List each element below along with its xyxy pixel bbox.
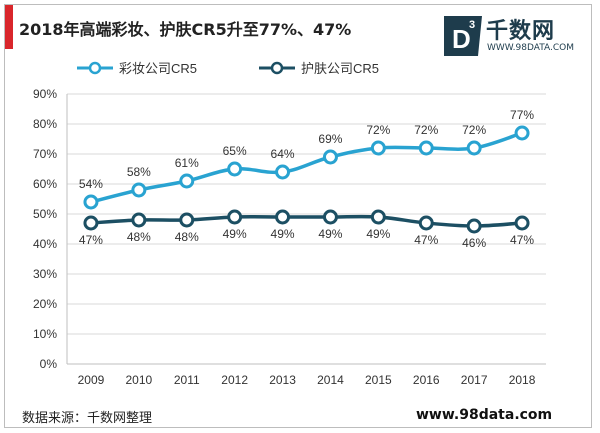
data-label: 64% xyxy=(271,147,295,161)
data-point xyxy=(179,173,195,189)
x-tick-label: 2016 xyxy=(413,373,440,387)
data-point xyxy=(131,212,147,228)
brand-logo-icon: D 3 xyxy=(444,16,482,56)
y-tick-label: 10% xyxy=(33,327,57,341)
y-tick-label: 50% xyxy=(33,207,57,221)
brand-url: WWW.98DATA.COM xyxy=(487,43,574,53)
x-tick-label: 2013 xyxy=(269,373,296,387)
legend: 彩妆公司CR5 护肤公司CR5 xyxy=(77,61,379,76)
data-point xyxy=(514,215,530,231)
y-tick-label: 30% xyxy=(33,267,57,281)
data-point xyxy=(179,212,195,228)
y-tick-label: 90% xyxy=(33,87,57,101)
data-point xyxy=(466,140,482,156)
data-label: 49% xyxy=(223,227,247,241)
y-tick-label: 0% xyxy=(40,357,58,371)
data-point xyxy=(83,194,99,210)
data-label: 77% xyxy=(510,108,534,122)
data-point xyxy=(418,140,434,156)
x-tick-label: 2018 xyxy=(509,373,536,387)
data-label: 72% xyxy=(414,123,438,137)
series-layer: 54% 58% 61% 65% 64% 69% 72% 72% 72% 77% 47% 48% 48% 4… xyxy=(79,108,534,250)
x-tick-label: 2011 xyxy=(174,373,200,387)
data-label: 49% xyxy=(366,227,390,241)
data-point xyxy=(322,149,338,165)
data-point xyxy=(275,164,291,180)
legend-swatch-marker xyxy=(88,61,102,75)
data-label: 65% xyxy=(223,144,247,158)
x-tick-label: 2012 xyxy=(221,373,248,387)
data-label: 72% xyxy=(366,123,390,137)
svg-text:D: D xyxy=(452,24,471,54)
data-label: 61% xyxy=(175,156,199,170)
legend-label: 彩妆公司CR5 xyxy=(119,61,197,76)
data-point xyxy=(370,209,386,225)
data-label: 69% xyxy=(318,132,342,146)
data-label: 47% xyxy=(414,233,438,247)
data-point xyxy=(275,209,291,225)
data-point xyxy=(322,209,338,225)
page-title: 2018年高端彩妆、护肤CR5升至77%、47% xyxy=(19,20,352,39)
data-label: 49% xyxy=(318,227,342,241)
data-source: 数据来源：千数网整理 xyxy=(22,411,153,426)
x-axis: 2009 2010 2011 2012 2013 2014 2015 2016 2017 2018 xyxy=(67,363,546,387)
x-tick-label: 2009 xyxy=(78,373,105,387)
title-accent-bar xyxy=(5,5,13,49)
chart-frame xyxy=(4,4,592,428)
x-tick-label: 2010 xyxy=(125,373,152,387)
series-line xyxy=(90,214,523,228)
x-tick-label: 2017 xyxy=(461,373,488,387)
data-label: 48% xyxy=(127,230,151,244)
brand-name: 千数网 xyxy=(486,19,556,44)
data-label: 58% xyxy=(127,165,151,179)
x-tick-label: 2015 xyxy=(365,373,392,387)
data-label: 49% xyxy=(271,227,295,241)
y-tick-label: 60% xyxy=(33,177,57,191)
data-point xyxy=(227,209,243,225)
series-line xyxy=(90,131,523,204)
data-label: 47% xyxy=(510,233,534,247)
legend-swatch-marker xyxy=(270,61,284,75)
data-point xyxy=(131,182,147,198)
legend-label: 护肤公司CR5 xyxy=(301,61,379,76)
data-label: 72% xyxy=(462,123,486,137)
data-label: 48% xyxy=(175,230,199,244)
data-point xyxy=(418,215,434,231)
data-point xyxy=(83,215,99,231)
data-label: 46% xyxy=(462,236,486,250)
website-url: www.98data.com xyxy=(416,407,553,423)
data-label: 47% xyxy=(79,233,103,247)
data-point xyxy=(227,161,243,177)
x-tick-label: 2014 xyxy=(317,373,344,387)
y-axis: 0% 10% 20% 30% 40% 50% 60% 70% 80% 90% xyxy=(33,87,68,371)
data-point xyxy=(514,125,530,141)
data-label: 54% xyxy=(79,177,103,191)
data-point xyxy=(370,140,386,156)
data-point xyxy=(466,218,482,234)
y-tick-label: 40% xyxy=(33,237,57,251)
y-tick-label: 20% xyxy=(33,297,57,311)
svg-text:3: 3 xyxy=(469,19,475,31)
y-tick-label: 70% xyxy=(33,147,57,161)
y-tick-label: 80% xyxy=(33,117,57,131)
